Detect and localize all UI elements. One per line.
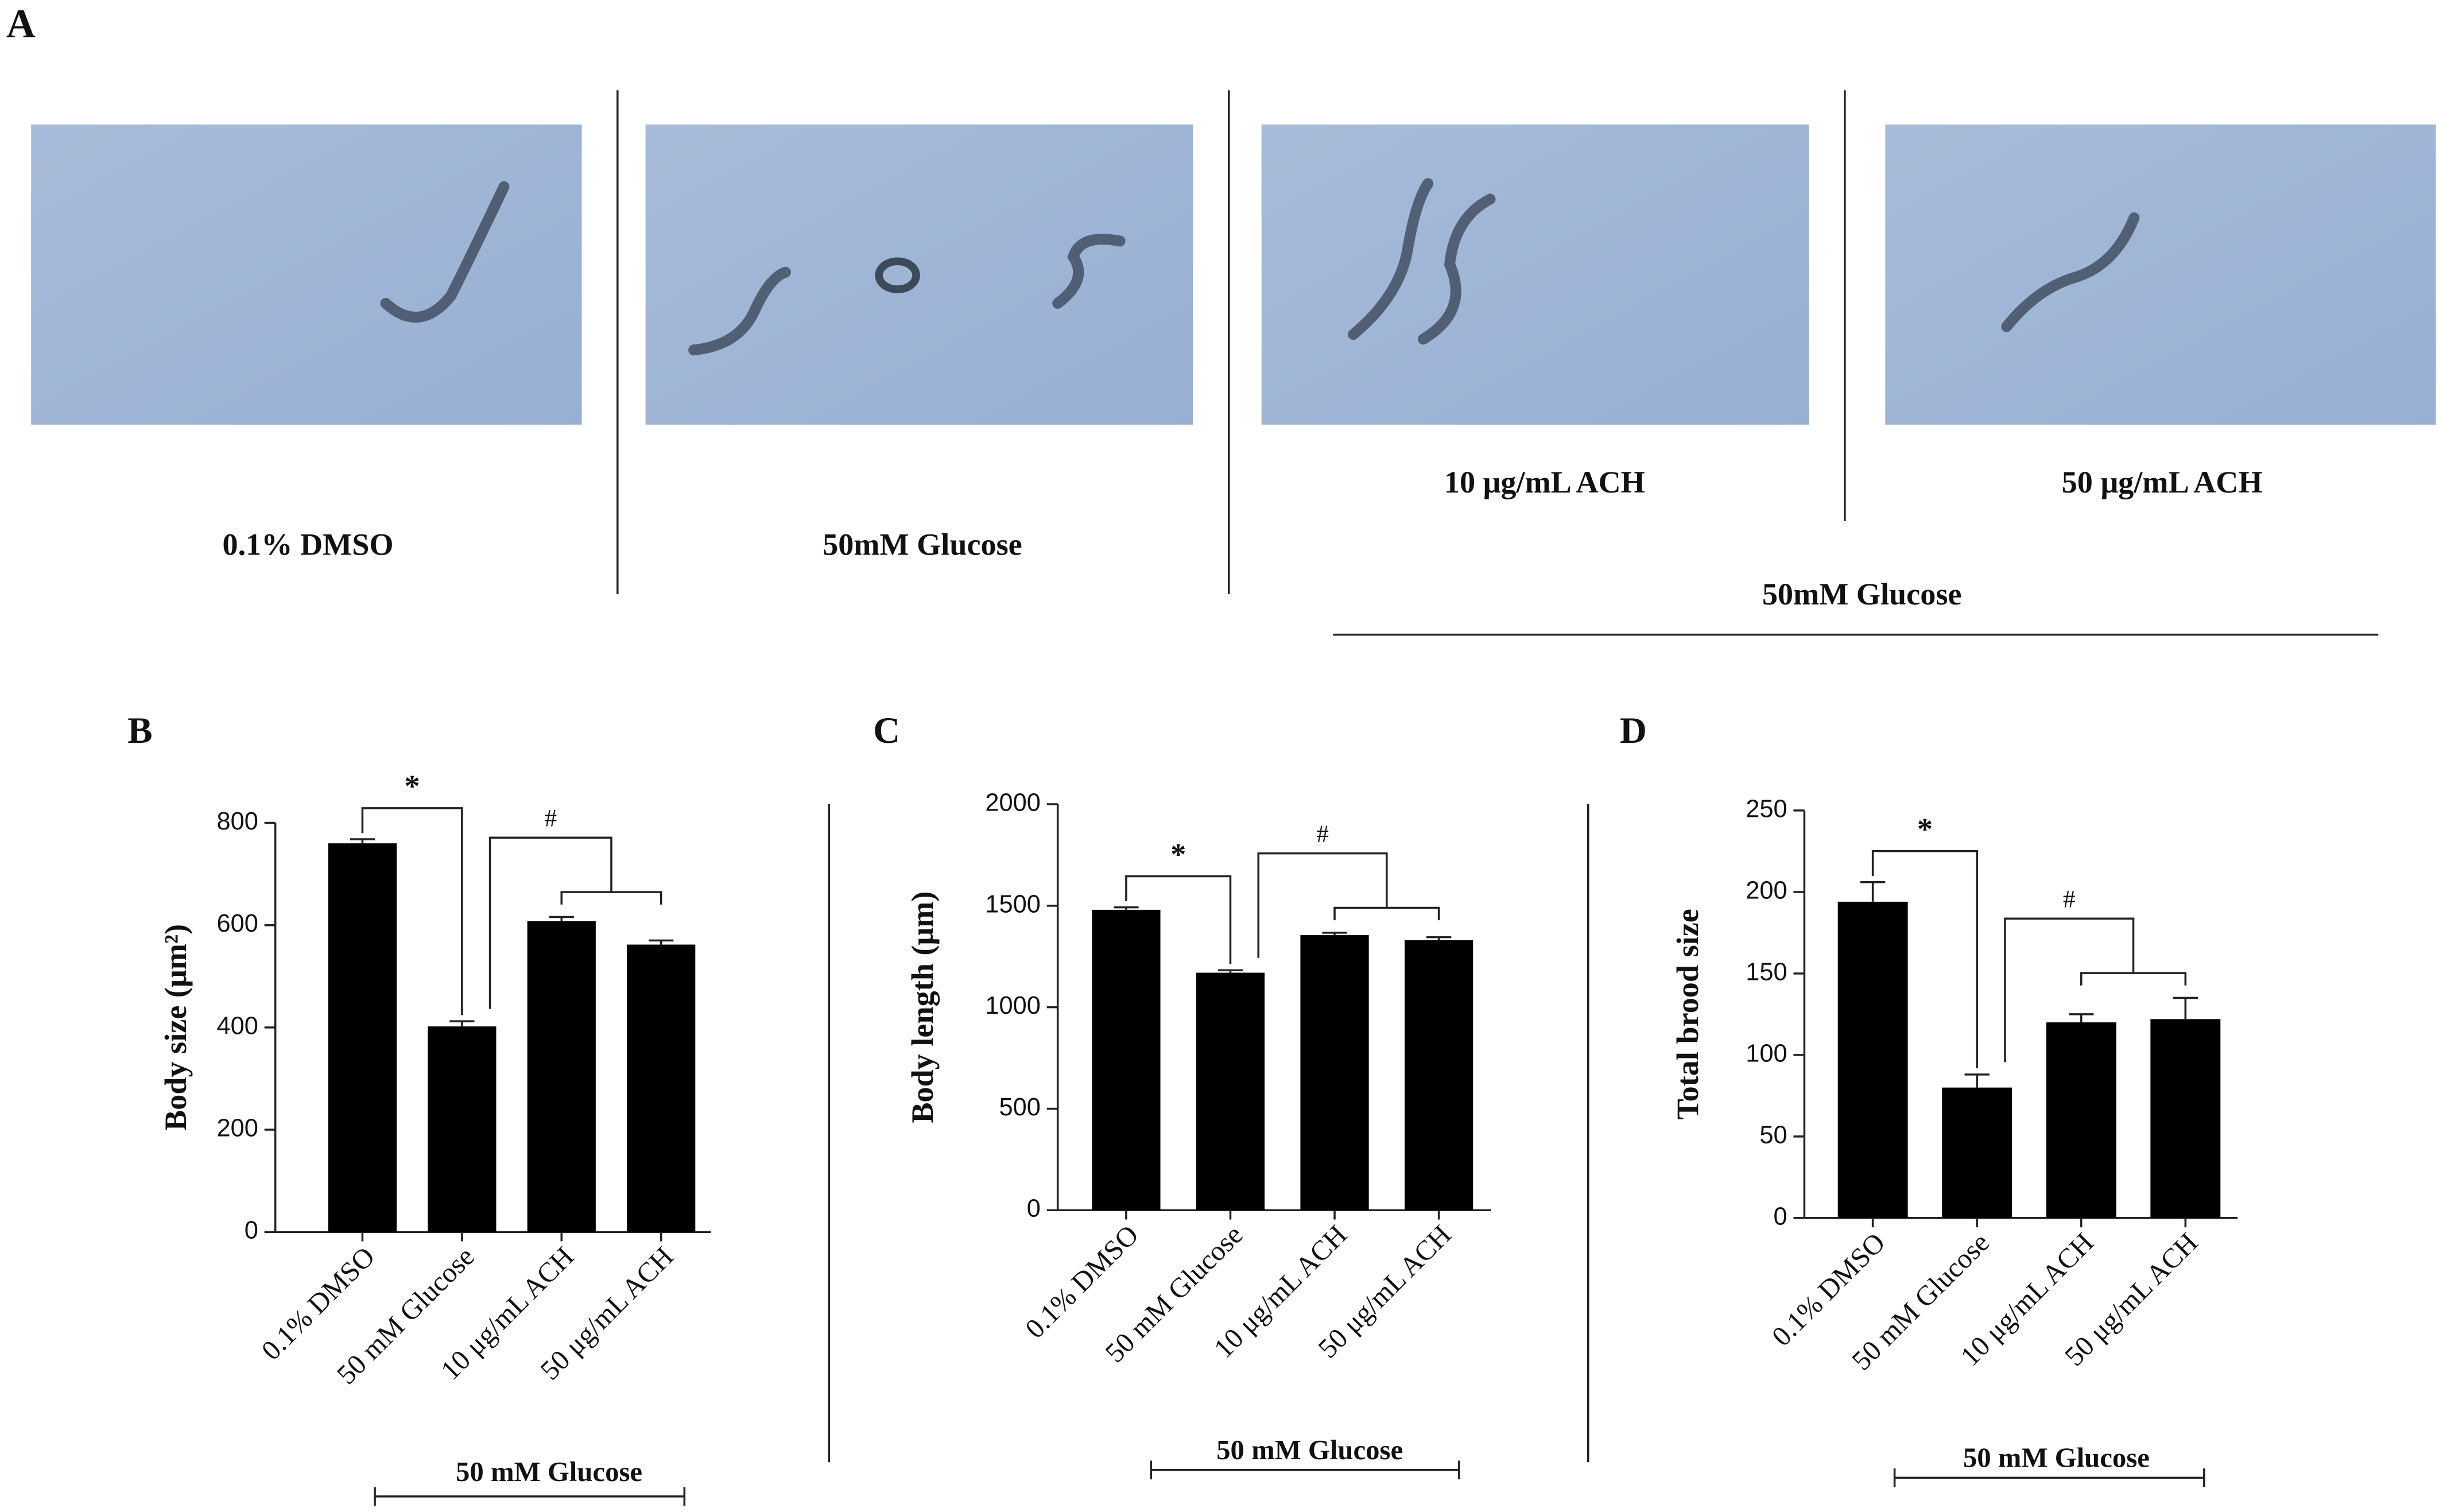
bar: [1092, 909, 1161, 1211]
bar: [1300, 935, 1369, 1211]
panel-label: C: [873, 710, 900, 751]
annotation: #: [544, 804, 557, 832]
y-tick-label: 0: [1773, 1203, 1787, 1230]
error-bar: [2069, 1013, 2094, 1023]
bar: [2046, 1022, 2116, 1218]
bar: [627, 944, 696, 1232]
photo: [31, 124, 582, 425]
bracket: [1871, 850, 1978, 1069]
error-bar: [1217, 969, 1243, 973]
group-line: [1150, 1460, 1460, 1480]
bracket: [1125, 875, 1232, 964]
image-label: 10 μg/mL ACH: [1444, 465, 1645, 499]
annotation: #: [1316, 820, 1329, 848]
y-tick-label: 1500: [985, 890, 1040, 918]
y-tick-label: 500: [999, 1094, 1041, 1121]
annotation: *: [1917, 812, 1933, 847]
group-line: [1893, 1468, 2205, 1487]
y-tick-label: 150: [1746, 958, 1787, 986]
group-label: 50 mM Glucose: [456, 1456, 642, 1487]
image-label: 50 μg/mL ACH: [2062, 465, 2263, 499]
error-bar: [2173, 997, 2198, 1019]
worm: [875, 257, 920, 293]
worm: [688, 266, 791, 356]
y-axis-label: Body length (μm): [905, 891, 940, 1123]
group-label: 50 mM Glucose: [1216, 1435, 1403, 1466]
error-bar: [449, 1020, 475, 1027]
worm: [1348, 178, 1434, 340]
error-bar: [549, 916, 574, 921]
y-tick-label: 2000: [985, 789, 1040, 816]
bracket: [488, 836, 662, 1009]
y-axis-label: Body size (μm²): [158, 924, 193, 1131]
y-tick-label: 0: [1027, 1195, 1041, 1223]
panel-label: D: [1620, 710, 1647, 751]
y-tick-label: 200: [1746, 877, 1787, 904]
bracket: [1257, 852, 1440, 958]
image-label: 0.1% DMSO: [223, 527, 394, 561]
bracket: [2004, 917, 2187, 1063]
worm: [2001, 212, 2140, 332]
y-tick-label: 800: [217, 808, 258, 835]
error-bar: [1322, 932, 1347, 936]
annotation: #: [2063, 885, 2076, 913]
y-tick-label: 50: [1759, 1121, 1787, 1149]
y-tick-label: 1000: [985, 992, 1040, 1019]
y-axis-label: Total brood size: [1670, 909, 1705, 1119]
bracket: [361, 807, 463, 1015]
bar: [428, 1026, 497, 1232]
group-label: 50mM Glucose: [1762, 577, 1962, 611]
y-tick-label: 200: [217, 1114, 258, 1142]
bar: [328, 843, 397, 1232]
bar: [2150, 1019, 2221, 1218]
y-tick-label: 100: [1746, 1040, 1787, 1067]
worm: [1418, 193, 1496, 345]
panel-label: A: [6, 2, 36, 46]
image-label: 50mM Glucose: [823, 527, 1022, 561]
error-bar: [350, 838, 375, 844]
panel-label: B: [127, 710, 152, 751]
bar: [1404, 940, 1474, 1211]
y-tick-label: 250: [1746, 795, 1787, 823]
error-bar: [1860, 881, 1886, 902]
error-bar: [1114, 906, 1139, 910]
group-label: 50 mM Glucose: [1963, 1443, 2150, 1474]
photo: [1261, 124, 1809, 425]
error-bar: [1964, 1073, 1990, 1088]
group-line: [374, 1487, 686, 1506]
bar: [1196, 972, 1265, 1211]
annotation: *: [405, 769, 420, 804]
worm: [380, 181, 510, 323]
annotation: *: [1170, 837, 1186, 871]
error-bar: [648, 939, 674, 945]
bar: [1837, 901, 1908, 1218]
y-tick-label: 400: [217, 1012, 258, 1040]
bar: [1942, 1087, 2013, 1218]
photo: [1885, 124, 2436, 425]
worm: [1052, 234, 1126, 309]
bar: [527, 921, 596, 1232]
error-bar: [1426, 936, 1452, 940]
y-tick-label: 0: [245, 1217, 258, 1245]
y-tick-label: 600: [217, 910, 258, 937]
